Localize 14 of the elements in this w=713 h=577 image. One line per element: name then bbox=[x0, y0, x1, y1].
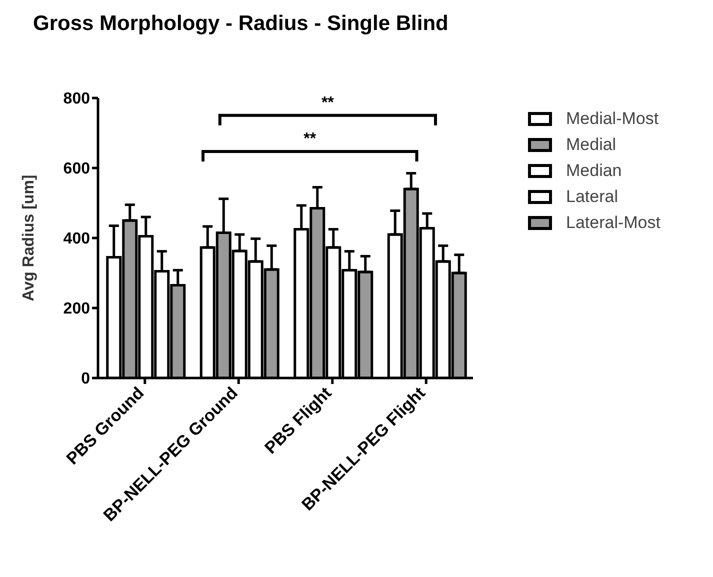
y-tick-label: 200 bbox=[63, 300, 90, 318]
legend-label: Medial bbox=[566, 135, 616, 155]
y-axis-title: Avg Radius [um] bbox=[20, 174, 38, 302]
annotation: ** bbox=[304, 130, 317, 148]
y-tick-label: 0 bbox=[81, 370, 90, 388]
legend-label: Median bbox=[566, 161, 622, 181]
annotation: ** bbox=[321, 94, 335, 112]
legend-label: Medial-Most bbox=[566, 109, 659, 129]
y-tick-label: 600 bbox=[63, 160, 90, 178]
y-tick-label: 400 bbox=[63, 230, 90, 248]
y-tick-label: 800 bbox=[63, 90, 90, 108]
chart-title: Gross Morphology - Radius - Single Blind bbox=[32, 11, 450, 37]
legend-label: Lateral-Most bbox=[566, 213, 660, 233]
legend-label: Lateral bbox=[566, 187, 618, 207]
